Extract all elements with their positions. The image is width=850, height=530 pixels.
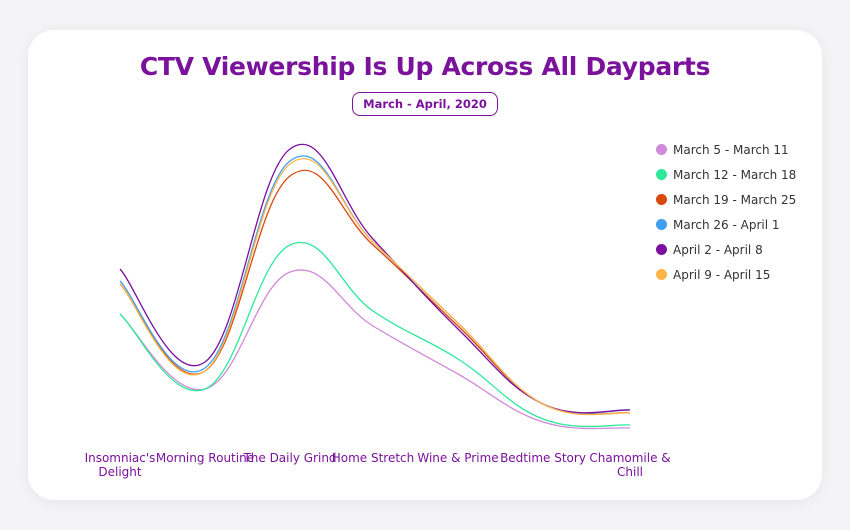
legend-label: March 12 - March 18 [673,167,797,182]
chart-card [28,30,822,500]
x-tick-label: The Daily Grind [243,451,337,465]
x-tick-label: Chamomile & Chill [589,451,671,479]
legend-item: March 26 - April 1 [656,212,796,237]
legend-item: April 9 - April 15 [656,262,796,287]
legend-dot-icon [656,269,667,280]
x-tick-label: Bedtime Story [500,451,586,465]
series-line [119,157,631,416]
legend-item: April 2 - April 8 [656,237,796,262]
legend-dot-icon [656,194,667,205]
legend-dot-icon [656,219,667,230]
series-line [119,143,631,414]
legend-label: April 9 - April 15 [673,267,771,282]
legend-item: March 5 - March 11 [656,137,796,162]
legend: March 5 - March 11 March 12 - March 18 Mar… [656,137,796,287]
legend-dot-icon [656,169,667,180]
x-tick-label: Insomniac's Delight [84,451,156,479]
legend-dot-icon [656,144,667,155]
chart-title: CTV Viewership Is Up Across All Dayparts [139,52,711,81]
legend-item: March 12 - March 18 [656,162,796,187]
series-line [119,241,631,428]
legend-item: March 19 - March 25 [656,187,796,212]
x-tick-label: Wine & Prime [417,451,499,465]
x-tick-label: Home Stretch [331,451,415,465]
legend-label: March 19 - March 25 [673,192,797,207]
legend-dot-icon [656,244,667,255]
legend-label: March 5 - March 11 [673,142,789,157]
legend-label: March 26 - April 1 [673,217,780,232]
series-line [119,269,631,430]
x-tick-label: Morning Routine [155,451,255,465]
legend-label: April 2 - April 8 [673,242,763,257]
series-line [119,169,631,415]
date-range-badge: March - April, 2020 [352,92,498,116]
